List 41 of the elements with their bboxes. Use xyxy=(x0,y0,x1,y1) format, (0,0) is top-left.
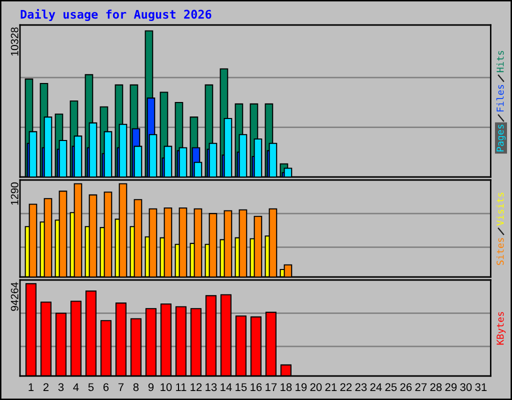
x-tick-label: 24 xyxy=(370,383,382,391)
x-tick-label: 3 xyxy=(58,383,64,392)
text: Hits xyxy=(496,50,504,72)
text: Visits xyxy=(496,192,504,226)
x-tick-label: 22 xyxy=(340,383,352,391)
chart-title: Daily usage for August 2026 xyxy=(20,8,212,22)
text: Sites xyxy=(496,238,504,265)
x-tick-label: 23 xyxy=(355,383,367,392)
x-tick-label: 12 xyxy=(190,383,202,391)
x-tick-label: 16 xyxy=(250,383,262,392)
x-tick-label: 25 xyxy=(385,383,397,392)
text: Files xyxy=(496,85,504,112)
x-tick-label: 7 xyxy=(118,383,124,391)
x-tick-label: 30 xyxy=(460,383,472,392)
x-tick-label: 15 xyxy=(236,383,247,392)
x-tick-label: 5 xyxy=(88,383,94,392)
text: 94264 xyxy=(10,282,18,311)
x-tick-label: 13 xyxy=(206,383,217,392)
x-tick-label: 18 xyxy=(280,383,292,392)
x-tick-label: 26 xyxy=(400,383,412,392)
x-tick-label: 31 xyxy=(475,383,487,392)
x-tick-label: 14 xyxy=(220,383,232,391)
text: Pages xyxy=(496,124,506,152)
x-tick-label: 11 xyxy=(176,383,186,391)
x-tick-label: 9 xyxy=(148,383,154,392)
x-tick-label: 28 xyxy=(430,383,442,392)
x-tick-label: 21 xyxy=(325,383,337,391)
text: 10328 xyxy=(10,27,18,56)
x-tick-label: 8 xyxy=(133,383,139,392)
x-tick-label: 2 xyxy=(43,383,49,391)
x-tick-label: 6 xyxy=(103,383,109,392)
text: KBytes xyxy=(496,312,506,345)
x-tick-label: 1 xyxy=(28,383,34,391)
x-tick-label: 29 xyxy=(445,383,457,392)
x-tick-label: 4 xyxy=(73,383,79,391)
x-tick-label: 19 xyxy=(296,383,307,392)
x-tick-label: 27 xyxy=(415,383,427,391)
x-tick-label: 10 xyxy=(160,383,172,392)
x-tick-label: 20 xyxy=(310,383,322,392)
x-tick-label: 17 xyxy=(266,383,277,391)
text: 1290 xyxy=(10,182,18,205)
